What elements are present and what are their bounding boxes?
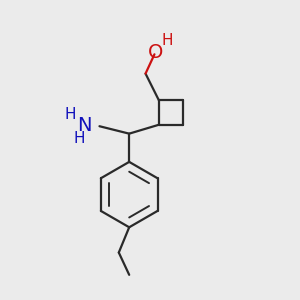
Text: O: O xyxy=(148,43,164,62)
Text: H: H xyxy=(74,131,85,146)
Text: H: H xyxy=(65,107,76,122)
Text: N: N xyxy=(77,116,91,135)
Text: H: H xyxy=(161,32,173,47)
